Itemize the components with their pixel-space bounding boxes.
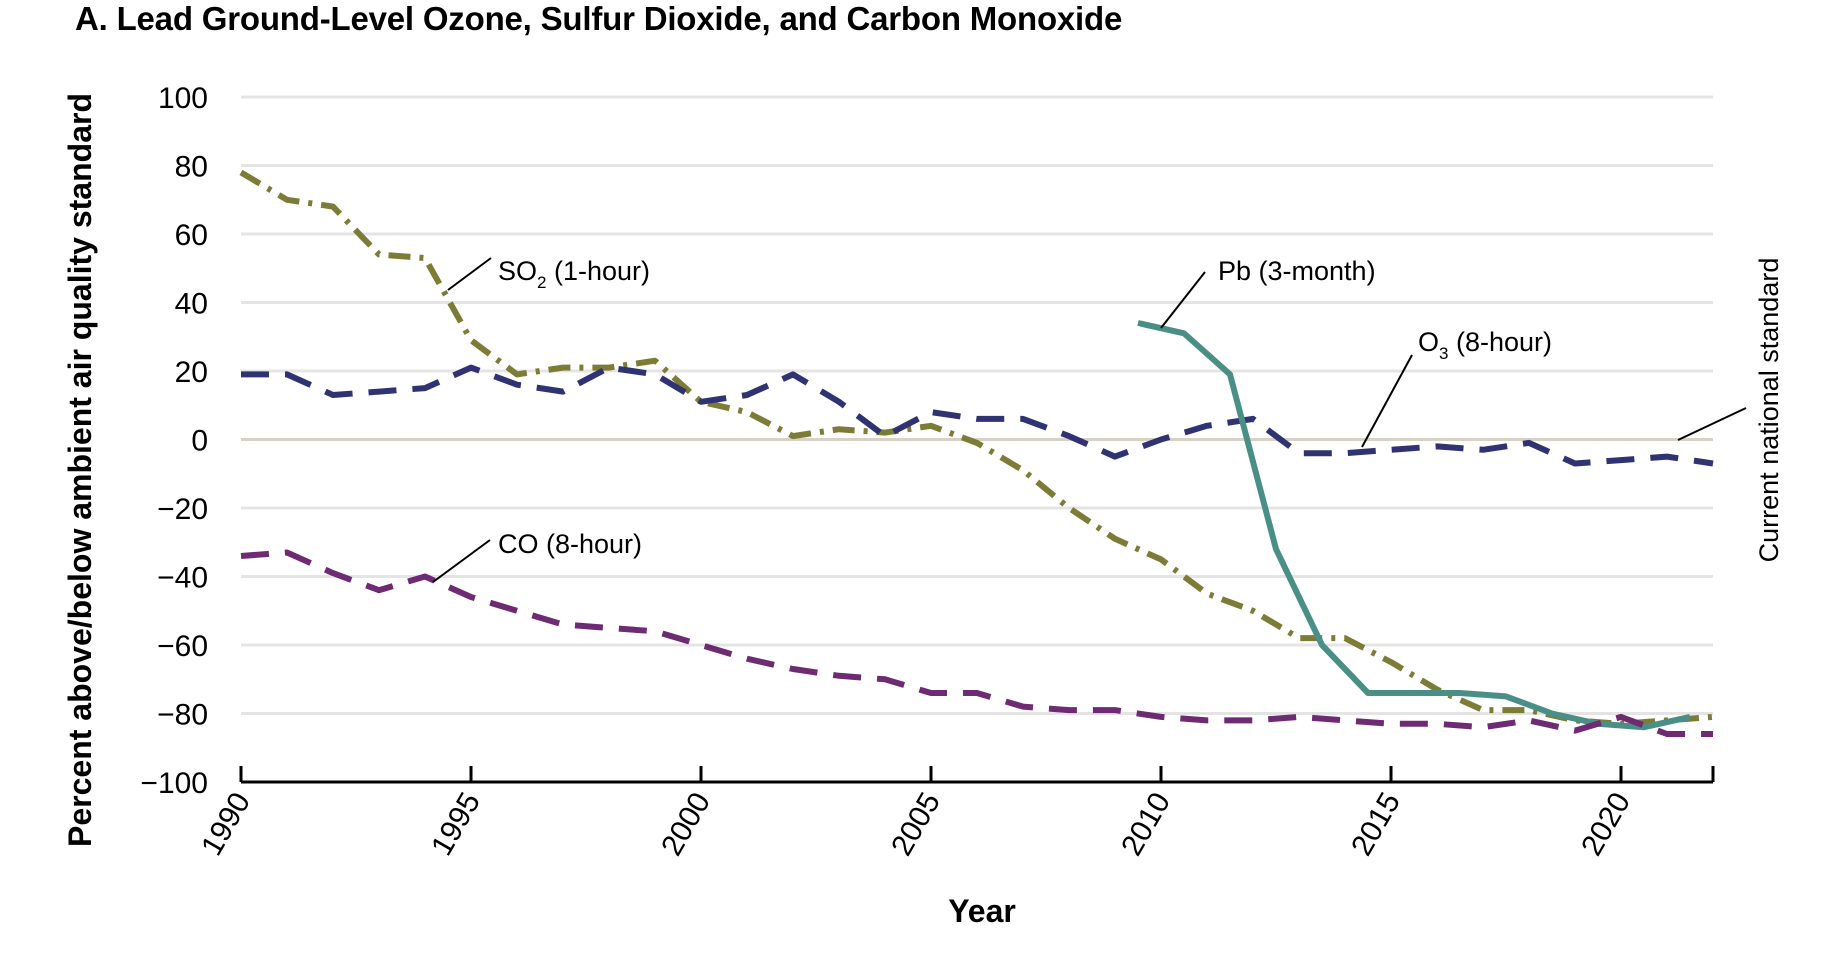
series-line [241, 364, 1714, 467]
reference-leader-line [1677, 407, 1747, 441]
x-tick-label: 2000 [655, 787, 717, 861]
y-tick-label: −40 [157, 562, 208, 595]
series-label: O3 (8-hour) [1418, 327, 1552, 363]
y-tick-label: 80 [175, 151, 208, 184]
annotation-leader-line [432, 539, 491, 583]
series-lines [239, 169, 1714, 737]
x-tick-label: 2020 [1575, 787, 1637, 861]
x-axis [239, 766, 1715, 784]
series-line [239, 169, 1714, 727]
series-label: Pb (3-month) [1218, 256, 1376, 286]
x-tick-label: 1995 [425, 787, 487, 861]
series-line [1137, 320, 1691, 731]
annotation-leader-line [1160, 271, 1206, 329]
grid-lines [241, 95, 1713, 715]
y-tick-label: 0 [191, 425, 208, 458]
x-tick-label: 2015 [1345, 787, 1407, 861]
x-axis-tick-labels: 1990 1995 2000 2005 2010 2015 2020 [195, 787, 1637, 861]
series-label: SO2 (1-hour) [498, 256, 650, 292]
series-annotations: SO2 (1-hour) O3 (8-hour) Pb (3-month) CO (8… [432, 256, 1784, 583]
series-label: CO (8-hour) [498, 529, 642, 559]
y-tick-label: 40 [175, 288, 208, 321]
x-axis-title: Year [948, 893, 1016, 929]
chart-title: A. Lead Ground-Level Ozone, Sulfur Dioxi… [75, 0, 1123, 37]
annotation-leader-line [447, 257, 492, 291]
y-tick-label: −80 [157, 699, 208, 732]
y-tick-label: −60 [157, 630, 208, 663]
y-tick-label: −100 [140, 767, 208, 800]
x-tick-label: 2005 [885, 787, 947, 861]
y-tick-label: 100 [158, 82, 208, 115]
y-axis-title: Percent above/below ambient air quality … [62, 93, 98, 847]
annotation-leader-line [1361, 354, 1413, 448]
series-line [240, 549, 1713, 737]
reference-line-label: Current national standard [1754, 258, 1784, 563]
y-tick-label: −20 [157, 493, 208, 526]
x-tick-label: 2010 [1115, 787, 1177, 861]
y-tick-label: 20 [175, 356, 208, 389]
y-axis-tick-labels: 100 80 60 40 20 0 −20 −40 −60 −80 −100 [140, 82, 208, 800]
y-tick-label: 60 [175, 219, 208, 252]
